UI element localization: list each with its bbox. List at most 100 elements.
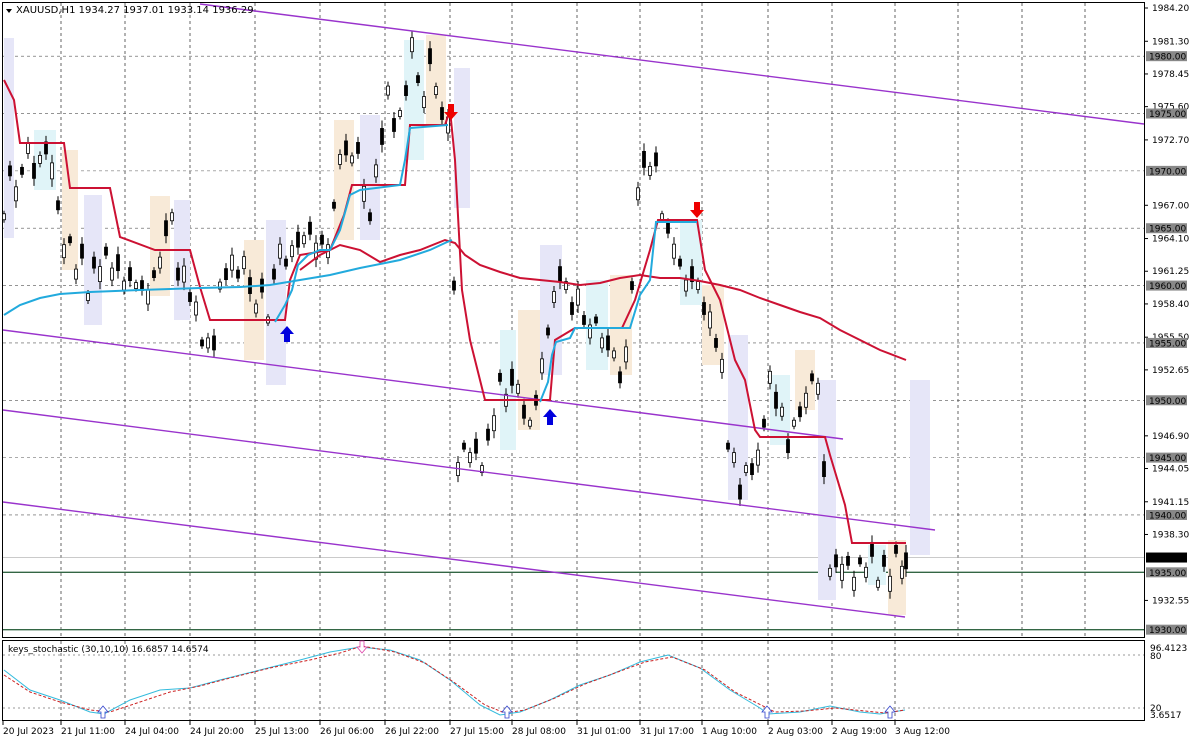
candle-body [302, 235, 306, 245]
time-label: 25 Jul 13:00 [255, 727, 309, 737]
candle-body [636, 187, 640, 201]
candle-body [56, 200, 60, 211]
channel-line [2, 501, 906, 618]
candle-body [452, 280, 456, 291]
candle-body [170, 212, 174, 222]
candle-body [308, 221, 312, 235]
candle-body [762, 418, 766, 428]
time-label: 3 Aug 12:00 [895, 727, 950, 737]
candle-body [374, 164, 378, 178]
highlight-zone [454, 68, 470, 208]
highlight-zone [518, 310, 540, 430]
candle-body [188, 292, 192, 302]
candle-body [864, 566, 868, 578]
candle-body [870, 541, 874, 557]
channel-line [2, 329, 844, 440]
candle-body [480, 465, 484, 473]
level-label: 1960.00 [1149, 282, 1186, 292]
candle-body [816, 382, 820, 395]
candle-body [182, 265, 186, 283]
channel-line [199, 3, 1145, 125]
candle-body [74, 268, 78, 280]
candle-body [894, 544, 898, 554]
symbol-header[interactable]: XAUUSD,H1 1934.27 1937.01 1933.14 1936.2… [6, 5, 254, 16]
highlight-zone [266, 220, 286, 385]
candle-body [404, 85, 408, 96]
candle-body [720, 358, 724, 373]
candle-body [272, 268, 276, 280]
candle-body [206, 337, 210, 349]
time-label: 21 Jul 11:00 [61, 727, 115, 737]
candle-body [822, 461, 826, 477]
time-label: 31 Jul 01:00 [577, 727, 631, 737]
candle-body [468, 452, 472, 464]
time-label: 26 Jul 22:00 [385, 727, 439, 737]
level-label-box [1146, 223, 1187, 234]
candle-body [876, 579, 880, 588]
candle-body [696, 281, 700, 290]
candle-body [86, 293, 90, 301]
candle-body [540, 358, 544, 374]
arrow-up-icon [543, 409, 557, 425]
candle-body [212, 335, 216, 351]
candle-body [780, 406, 784, 417]
candle-body [320, 234, 324, 245]
candle-body [134, 282, 138, 289]
highlight-zone [818, 380, 836, 600]
cyan-ma-line [3, 239, 453, 316]
highlight-zone [728, 335, 748, 500]
candle-body [792, 419, 796, 427]
candle-body [498, 372, 502, 382]
candle-body [392, 118, 396, 132]
time-label: 28 Jul 08:00 [512, 727, 566, 737]
candle-body [296, 231, 300, 248]
signal-arrows [280, 104, 704, 425]
arrow-down-icon [444, 104, 458, 120]
candle-body [660, 213, 664, 221]
stochastic-up-arrow-icon [97, 705, 109, 719]
current-price-label: 1936.29 [1149, 554, 1186, 564]
candle-body [828, 567, 832, 577]
candle-body [98, 266, 102, 283]
candle-body [344, 140, 348, 156]
symbol-title: XAUUSD,H1 1934.27 1937.01 1933.14 1936.2… [16, 5, 254, 16]
chevron-down-icon[interactable] [6, 9, 12, 13]
candle-body [218, 281, 222, 290]
candle-body [738, 484, 742, 500]
candle-body [362, 185, 366, 202]
candle-body [284, 258, 288, 267]
stepped-cyan-line-2 [539, 221, 697, 403]
candle-body [254, 303, 258, 314]
candle-body [576, 288, 580, 306]
candle-body [290, 245, 294, 258]
level-label-box [1146, 624, 1187, 635]
highlight-zone [610, 275, 632, 375]
current-price-box [1146, 552, 1187, 563]
price-label: 1967.00 [1152, 201, 1189, 211]
arrow-down-icon [690, 202, 704, 218]
candle-body [846, 555, 850, 566]
price-label: 1978.45 [1152, 70, 1189, 80]
candle-body [624, 346, 628, 363]
candle-body [684, 279, 688, 292]
time-axis[interactable]: 20 Jul 2023 21 Jul 11:00 24 Jul 04:00 24 Ju… [2, 721, 950, 737]
price-axis[interactable]: 1984.20 1981.30 1978.45 1975.60 1972.70 1967.… [1144, 4, 1189, 636]
candle-body [440, 107, 444, 120]
candle-body [26, 142, 30, 154]
candle-body [492, 415, 496, 432]
level-label: 1955.00 [1149, 339, 1186, 349]
candle-body [104, 246, 108, 256]
candle-body [428, 48, 432, 65]
candle-body [62, 244, 66, 259]
candle-body [642, 151, 646, 168]
candle-body [2, 213, 6, 221]
highlight-zone [174, 200, 190, 320]
candle-body [588, 324, 592, 339]
stochastic-down-arrow-icon [356, 640, 368, 654]
candle-body [200, 339, 204, 347]
time-label: 27 Jul 15:00 [450, 727, 504, 737]
highlight-zone [888, 540, 906, 615]
stochastic-signal-arrows [97, 640, 896, 719]
candle-body [386, 85, 390, 96]
